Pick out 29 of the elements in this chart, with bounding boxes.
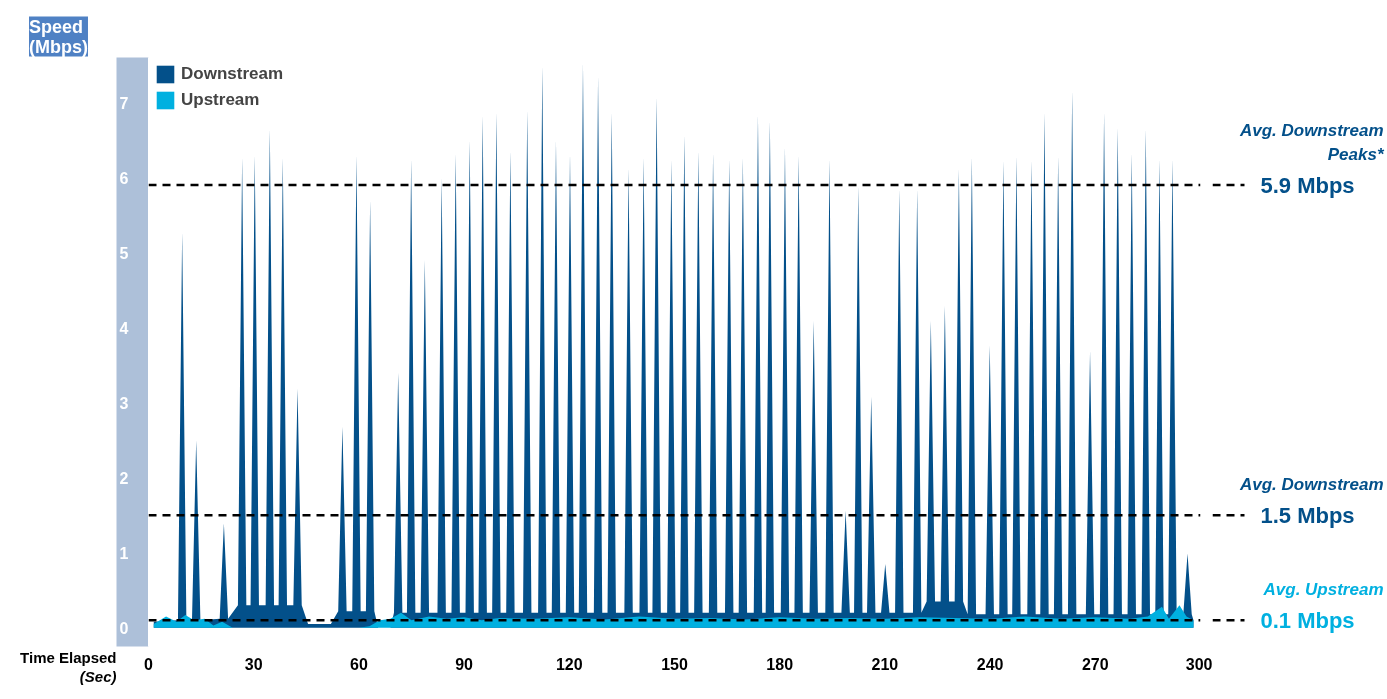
y-tick-label: 1 — [119, 544, 129, 562]
x-tick-label: 180 — [766, 655, 794, 673]
ref-line-label: 5.9 Mbps — [1260, 172, 1355, 198]
x-tick-label: 300 — [1185, 655, 1213, 673]
y-tick-label: 4 — [119, 319, 129, 337]
text: Avg. Downstream Peaks* — [1238, 120, 1385, 164]
x-tick-label: 210 — [871, 655, 899, 673]
ref-line-label: 1.5 Mbps — [1260, 502, 1355, 528]
legend-label: Downstream — [181, 64, 284, 84]
y-tick-label: 7 — [119, 94, 129, 112]
x-tick-label: 240 — [976, 655, 1004, 673]
ref-line-label: 0.1 Mbps — [1260, 607, 1355, 633]
y-tick-label: 0 — [119, 619, 129, 637]
x-tick-label: 150 — [661, 655, 688, 673]
text: Avg. Downstream — [1238, 474, 1384, 494]
y-tick-label: 5 — [119, 244, 129, 262]
x-tick-label: 0 — [144, 655, 154, 673]
x-tick-label: 270 — [1081, 655, 1109, 673]
x-axis-title: Time Elapsed (Sec) — [20, 648, 117, 685]
x-tick-label: 90 — [455, 655, 474, 673]
y-tick-label: 6 — [119, 169, 129, 187]
y-axis-title: Speed (Mbps) — [29, 16, 88, 57]
x-tick-label: 60 — [350, 655, 368, 673]
x-tick-label: 120 — [555, 655, 583, 673]
text: Avg. Upstream — [1262, 579, 1384, 599]
x-tick-label: 30 — [244, 655, 263, 673]
y-tick-label: 2 — [119, 469, 129, 487]
legend-label: Upstream — [181, 90, 260, 110]
y-tick-label: 3 — [119, 394, 129, 412]
